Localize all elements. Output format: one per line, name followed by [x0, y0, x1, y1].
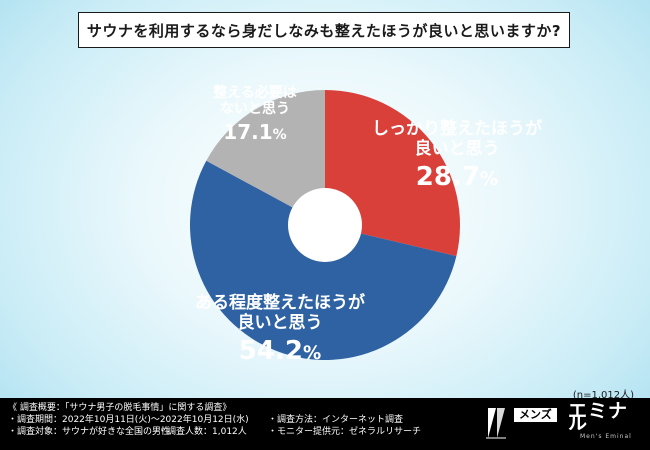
- brand-tagline: Men's Eminal: [580, 433, 632, 440]
- survey-period: ・調査期間：2022年10月11日(火)～2022年10月12日(水): [8, 415, 249, 425]
- survey-method: ・調査方法：インターネット調査: [268, 415, 404, 425]
- donut-hole: [288, 188, 362, 262]
- sample-size-note: (n=1,012人): [572, 390, 634, 401]
- slice-label-thoroughly: しっかり整えたほうが 良いと思う 28.7%: [352, 119, 562, 193]
- chart-title: サウナを利用するなら身だしなみも整えたほうが良いと思いますか?: [78, 12, 570, 48]
- survey-title: 《 調査概要：「サウナ男子の脱毛事情」に関する調査》: [8, 403, 232, 413]
- slice-label-unnecessary-line1: 整える必要は: [213, 85, 297, 101]
- slice-label-somewhat: ある程度整えたほうが 良いと思う 54.2%: [160, 293, 400, 367]
- slice-label-somewhat-line1: ある程度整えたほうが: [195, 293, 365, 313]
- brand-emblem-icon: [486, 408, 506, 439]
- slice-pct-somewhat: 54.2%: [238, 336, 322, 367]
- brand-name: エミナル: [568, 400, 629, 434]
- survey-footer: 《 調査概要：「サウナ男子の脱毛事情」に関する調査》 ・調査期間：2022年10…: [0, 398, 650, 450]
- slice-label-unnecessary-line2: ないと思う: [220, 101, 290, 118]
- survey-target: ・調査対象：サウナが好きな全国の男性: [8, 427, 171, 437]
- slice-label-thoroughly-line1: しっかり整えたほうが: [372, 119, 542, 139]
- slice-unnecessary: [206, 89, 325, 225]
- slice-label-somewhat-line2: 良いと思う: [237, 312, 323, 333]
- slice-pct-unnecessary: 17.1%: [223, 120, 287, 145]
- slice-label-unnecessary: 整える必要は ないと思う 17.1%: [196, 85, 314, 144]
- brand-logo: メンズ エミナル Men's Eminal: [484, 400, 644, 444]
- brand-mens: メンズ: [514, 408, 557, 422]
- survey-provider: ・モニター提供元：ゼネラルリサーチ: [268, 427, 422, 437]
- slice-pct-thoroughly: 28.7%: [415, 162, 499, 193]
- survey-count: ・調査人数：1,012人: [158, 427, 247, 437]
- slice-label-thoroughly-line2: 良いと思う: [414, 138, 500, 159]
